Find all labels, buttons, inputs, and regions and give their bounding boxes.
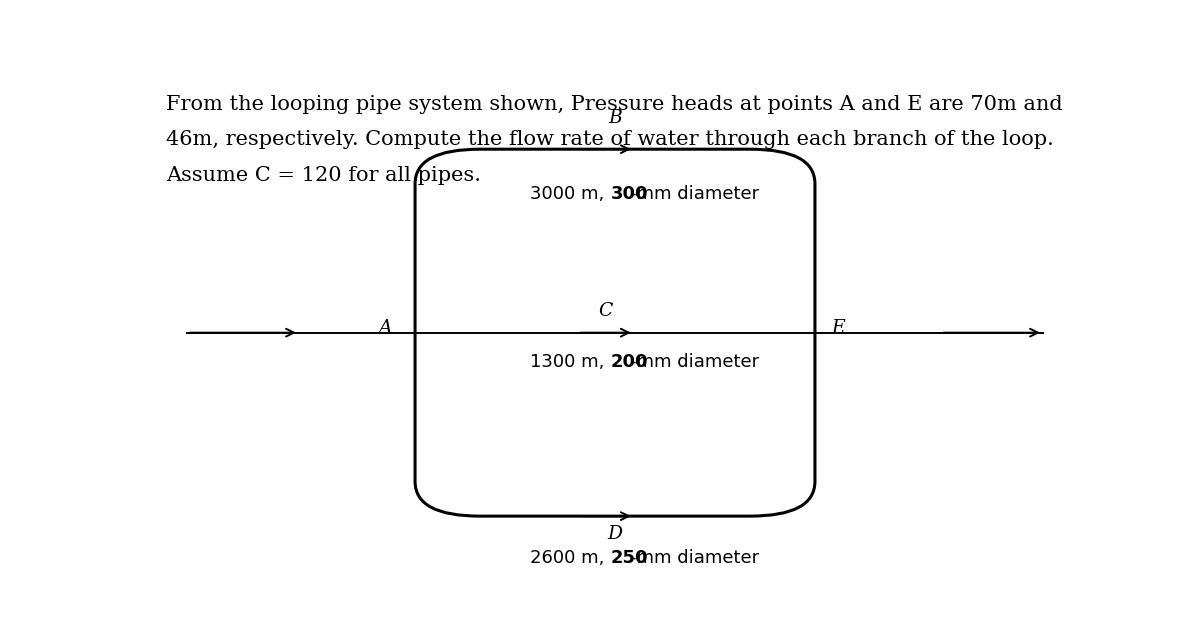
Text: 1300 m,: 1300 m, bbox=[530, 354, 611, 372]
Text: -mm diameter: -mm diameter bbox=[630, 185, 760, 203]
Text: -mm diameter: -mm diameter bbox=[630, 549, 760, 567]
Text: -mm diameter: -mm diameter bbox=[630, 354, 760, 372]
Text: A: A bbox=[378, 319, 391, 337]
Text: From the looping pipe system shown, Pressure heads at points A and E are 70m and: From the looping pipe system shown, Pres… bbox=[166, 95, 1062, 113]
Text: 250: 250 bbox=[611, 549, 648, 567]
Text: 46m, respectively. Compute the flow rate of water through each branch of the loo: 46m, respectively. Compute the flow rate… bbox=[166, 130, 1054, 149]
Text: 3000 m,: 3000 m, bbox=[530, 185, 611, 203]
Text: B: B bbox=[608, 109, 622, 127]
Text: Assume C = 120 for all pipes.: Assume C = 120 for all pipes. bbox=[166, 166, 481, 185]
Text: 200: 200 bbox=[611, 354, 648, 372]
Text: E: E bbox=[832, 319, 846, 337]
Text: C: C bbox=[599, 302, 613, 320]
Text: D: D bbox=[607, 525, 623, 543]
Text: 2600 m,: 2600 m, bbox=[530, 549, 611, 567]
Text: 300: 300 bbox=[611, 185, 648, 203]
